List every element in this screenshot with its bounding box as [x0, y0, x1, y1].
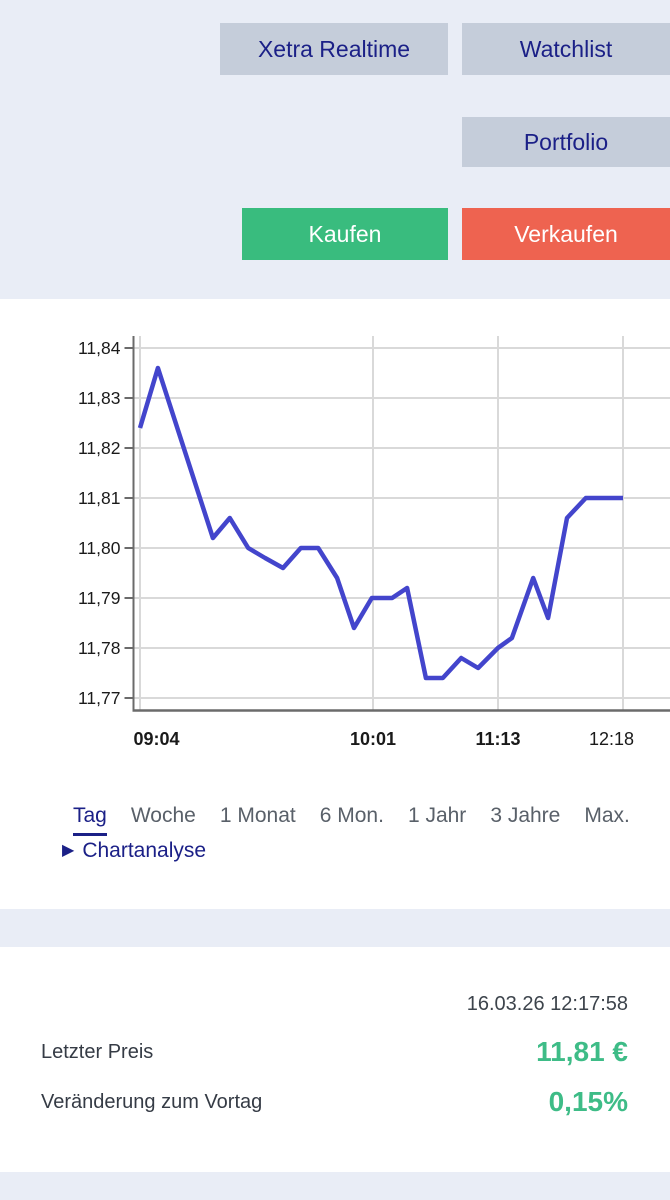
period-tabs: Tag Woche 1 Monat 6 Mon. 1 Jahr 3 Jahre … — [73, 804, 630, 836]
chart-axes — [124, 336, 670, 712]
portfolio-button[interactable]: Portfolio — [462, 117, 670, 167]
header-section: Xetra Realtime Watchlist Portfolio Kaufe… — [0, 0, 670, 299]
svg-text:11,82: 11,82 — [78, 438, 121, 458]
chart-gridlines — [133, 336, 670, 710]
svg-text:10:01: 10:01 — [350, 729, 396, 749]
last-price-value: 11,81 € — [536, 1036, 628, 1067]
chartanalyse-link[interactable]: ▶ Chartanalyse — [62, 839, 206, 863]
price-chart: 11,84 11,83 11,82 11,81 11,80 11,79 11,78 11,77… — [78, 336, 670, 749]
svg-text:11,83: 11,83 — [78, 388, 121, 408]
divider-band-top — [0, 909, 670, 947]
last-price-label: Letzter Preis — [41, 1041, 154, 1063]
svg-text:11,78: 11,78 — [78, 638, 121, 658]
svg-text:12:18: 12:18 — [589, 729, 634, 749]
tab-max[interactable]: Max. — [584, 804, 630, 827]
change-value: 0,15% — [548, 1086, 628, 1117]
play-triangle-icon: ▶ — [62, 842, 75, 859]
buy-button[interactable]: Kaufen — [242, 208, 448, 260]
svg-text:11:13: 11:13 — [475, 729, 520, 749]
svg-text:11,80: 11,80 — [78, 538, 121, 558]
quote-timestamp: 16.03.26 12:17:58 — [466, 993, 628, 1015]
quote-section: 16.03.26 12:17:58 Letzter Preis 11,81 € … — [0, 947, 670, 1172]
tab-tag[interactable]: Tag — [73, 804, 107, 836]
watchlist-button[interactable]: Watchlist — [462, 23, 670, 75]
chart-x-axis-labels: 09:04 10:01 11:13 12:18 — [134, 729, 635, 749]
chart-section: 11,84 11,83 11,82 11,81 11,80 11,79 11,78 11,77… — [0, 299, 670, 909]
tab-woche[interactable]: Woche — [130, 804, 196, 827]
svg-text:09:04: 09:04 — [134, 729, 180, 749]
tab-1-monat[interactable]: 1 Monat — [219, 804, 296, 827]
chartanalyse-label: Chartanalyse — [82, 839, 207, 862]
tab-6-mon[interactable]: 6 Mon. — [319, 804, 384, 827]
xetra-realtime-button[interactable]: Xetra Realtime — [220, 23, 448, 75]
tab-1-jahr[interactable]: 1 Jahr — [407, 804, 467, 827]
change-label: Veränderung zum Vortag — [41, 1091, 263, 1113]
svg-text:11,77: 11,77 — [78, 688, 121, 708]
sell-button[interactable]: Verkaufen — [462, 208, 670, 260]
tab-3-jahre[interactable]: 3 Jahre — [490, 804, 561, 827]
svg-text:11,81: 11,81 — [78, 488, 121, 508]
chart-y-axis-labels: 11,84 11,83 11,82 11,81 11,80 11,79 11,78 11,77 — [78, 338, 121, 708]
svg-text:11,79: 11,79 — [78, 588, 121, 608]
price-line — [137, 365, 623, 681]
svg-text:11,84: 11,84 — [78, 338, 121, 358]
divider-band-bottom — [0, 1172, 670, 1200]
